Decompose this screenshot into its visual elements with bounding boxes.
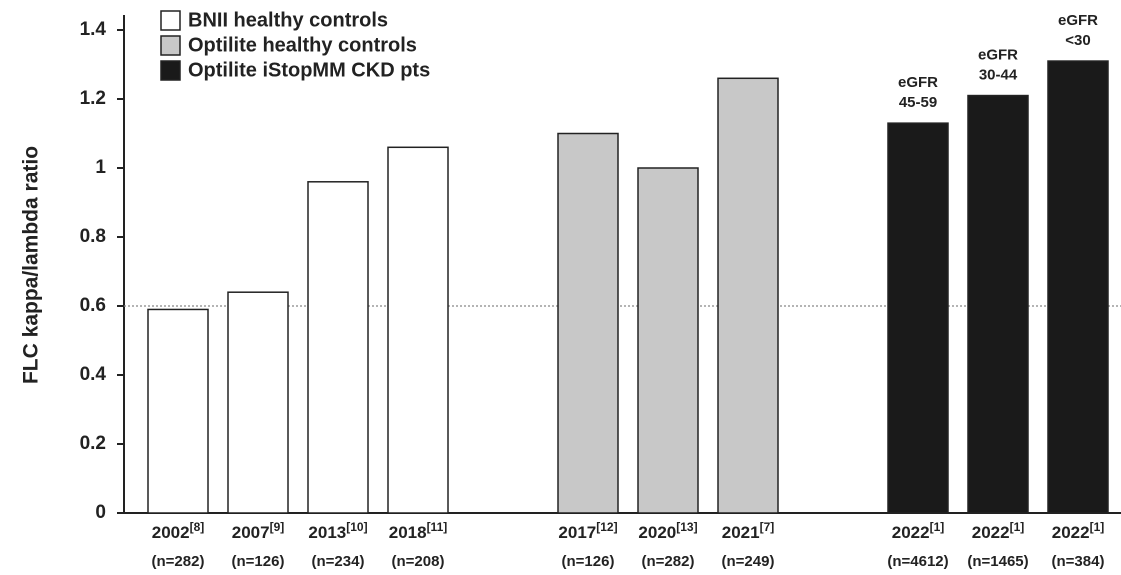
x-tick-year: 2022 — [1052, 523, 1090, 542]
y-tick-label: 0.8 — [80, 226, 106, 247]
x-tick-ref: [1] — [1010, 520, 1025, 534]
x-tick-label: 2002[8] — [152, 520, 205, 542]
x-tick-label: 2022[1] — [972, 520, 1025, 542]
bar — [387, 146, 449, 514]
x-tick-year: 2007 — [232, 523, 270, 542]
x-tick-label: 2022[1] — [1052, 520, 1105, 542]
legend-swatch — [160, 10, 181, 31]
y-tick-label: 0 — [95, 502, 106, 523]
legend-label: Optilite healthy controls — [188, 34, 417, 56]
x-tick-n: (n=1465) — [967, 553, 1028, 570]
x-tick-n: (n=126) — [232, 553, 285, 570]
bar-annotation: eGFR — [978, 47, 1018, 64]
x-tick-label: 2013[10] — [308, 520, 367, 542]
bar-annotation: eGFR — [1058, 12, 1098, 29]
bar-annotation: 30-44 — [979, 67, 1018, 84]
x-tick-n: (n=126) — [562, 553, 615, 570]
x-tick-label: 2017[12] — [558, 520, 617, 542]
x-tick-year: 2022 — [972, 523, 1010, 542]
x-tick-ref: [1] — [1090, 520, 1105, 534]
x-tick-year: 2013 — [308, 523, 346, 542]
legend-label: BNII healthy controls — [188, 9, 388, 31]
bar — [637, 167, 699, 514]
y-tick-label: 1.2 — [80, 88, 106, 109]
x-tick-label: 2007[9] — [232, 520, 285, 542]
x-tick-n: (n=234) — [312, 553, 365, 570]
legend-swatch — [160, 60, 181, 81]
x-tick-label: 2021[7] — [722, 520, 775, 542]
y-tick-label: 0.4 — [80, 364, 107, 385]
bar — [887, 122, 949, 514]
x-tick-year: 2002 — [152, 523, 190, 542]
bar — [557, 132, 619, 514]
x-tick-year: 2021 — [722, 523, 760, 542]
x-tick-ref: [8] — [190, 520, 205, 534]
x-tick-ref: [11] — [427, 520, 448, 534]
x-tick-n: (n=249) — [722, 553, 775, 570]
bar-annotation: 45-59 — [899, 94, 937, 111]
x-tick-year: 2017 — [558, 523, 596, 542]
x-tick-n: (n=208) — [392, 553, 445, 570]
bar — [967, 94, 1029, 514]
bar-annotation: <30 — [1065, 32, 1090, 49]
bar — [227, 291, 289, 514]
x-tick-n: (n=282) — [642, 553, 695, 570]
x-tick-year: 2022 — [892, 523, 930, 542]
y-tick-label: 1.4 — [80, 19, 107, 40]
x-tick-ref: [7] — [760, 520, 775, 534]
x-tick-year: 2020 — [638, 523, 676, 542]
x-tick-ref: [12] — [596, 520, 617, 534]
legend-label: Optilite iStopMM CKD pts — [188, 59, 430, 81]
y-axis-label: FLC kappa/lambda ratio — [20, 146, 43, 384]
x-tick-ref: [9] — [270, 520, 285, 534]
x-tick-n: (n=282) — [152, 553, 205, 570]
y-tick-label: 0.6 — [80, 295, 106, 316]
legend-swatch — [160, 35, 181, 56]
bar-annotation: eGFR — [898, 74, 938, 91]
x-tick-label: 2022[1] — [892, 520, 945, 542]
bar — [1047, 60, 1109, 514]
bar — [147, 308, 209, 514]
y-tick-label: 0.2 — [80, 433, 106, 454]
x-tick-ref: [10] — [346, 520, 367, 534]
x-tick-ref: [1] — [930, 520, 945, 534]
bar — [717, 77, 779, 514]
bar — [307, 181, 369, 514]
x-tick-label: 2020[13] — [638, 520, 697, 542]
x-tick-ref: [13] — [676, 520, 697, 534]
x-tick-year: 2018 — [389, 523, 427, 542]
x-tick-n: (n=4612) — [887, 553, 948, 570]
x-tick-n: (n=384) — [1052, 553, 1105, 570]
x-tick-label: 2018[11] — [389, 520, 448, 542]
y-tick-label: 1 — [95, 157, 106, 178]
